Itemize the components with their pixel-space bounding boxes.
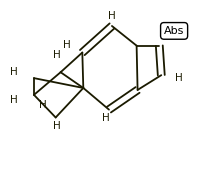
Text: H: H — [102, 113, 110, 123]
Text: H: H — [175, 73, 183, 83]
Text: H: H — [53, 50, 61, 60]
Text: Abs: Abs — [164, 26, 184, 36]
Text: H: H — [39, 100, 47, 110]
Text: H: H — [10, 67, 18, 77]
Text: H: H — [53, 121, 60, 131]
Text: H: H — [108, 11, 116, 21]
Text: H: H — [10, 95, 18, 105]
Text: H: H — [63, 40, 71, 50]
